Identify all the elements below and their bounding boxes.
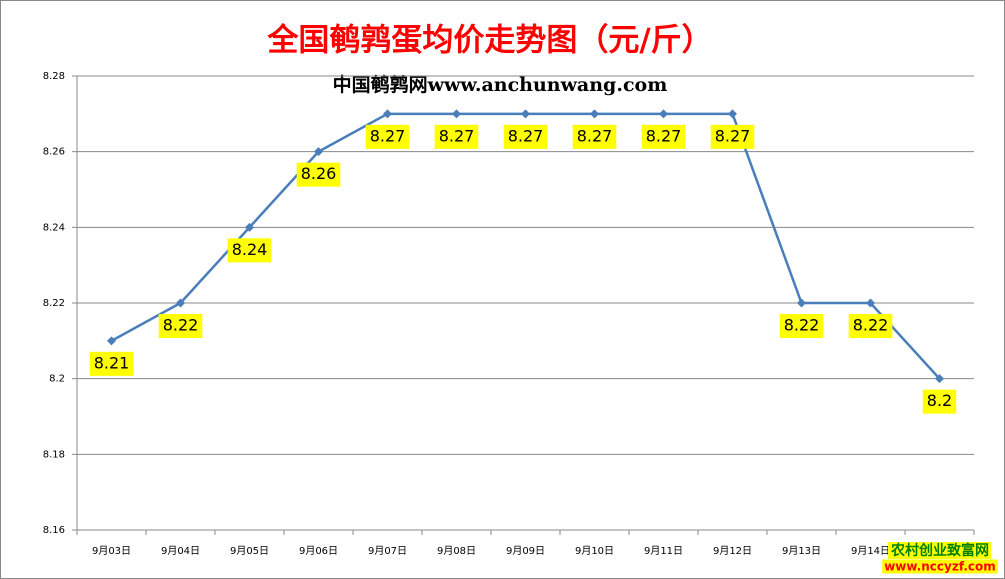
y-tick-label: 8.16 [43, 525, 65, 536]
label-box [641, 124, 686, 149]
label-box [503, 124, 548, 149]
data-label: 8.22 [163, 316, 199, 335]
y-tick-label: 8.22 [43, 298, 65, 309]
y-tick-label: 8.2 [49, 374, 65, 385]
x-tick-label: 9月08日 [437, 545, 476, 557]
data-label: 8.22 [853, 316, 889, 335]
data-label-group: 8.27 [641, 124, 686, 149]
label-box [89, 351, 134, 376]
data-label-group: 8.27 [710, 124, 755, 149]
data-point [245, 222, 254, 232]
data-label-group: 8.27 [434, 124, 479, 149]
watermark: www.nccyzf.com [884, 560, 996, 574]
data-point [866, 298, 875, 308]
data-label-group: 8.22 [779, 314, 824, 338]
data-label: 8.26 [301, 164, 337, 183]
x-tick-label: 9月14日 [851, 545, 890, 557]
chart-title: 全国鹌鹑蛋均价走势图（元/斤） [266, 23, 712, 59]
data-label: 8.27 [646, 126, 682, 145]
label-box [227, 238, 272, 263]
label-box [710, 124, 755, 149]
data-point [452, 109, 461, 119]
data-point [314, 147, 323, 157]
label-box [296, 162, 341, 187]
data-label: 8.22 [784, 316, 820, 335]
label-box [922, 389, 957, 414]
label-box [158, 314, 203, 338]
data-label-group: 8.27 [503, 124, 548, 149]
data-point [728, 109, 737, 119]
x-tick-label: 9月04日 [161, 545, 200, 557]
x-tick-label: 9月03日 [92, 545, 131, 557]
y-tick-label: 8.18 [43, 449, 65, 460]
data-label: 8.27 [577, 126, 613, 145]
x-tick-label: 9月05日 [230, 545, 269, 557]
data-label-group: 8.2 [922, 389, 957, 414]
data-label-group: 8.26 [296, 162, 341, 187]
data-label-group: 8.22 [158, 314, 203, 338]
data-point [590, 109, 599, 119]
watermark: 农村创业致富网 [890, 542, 989, 559]
x-tick-label: 9月10日 [575, 545, 614, 557]
x-tick-label: 9月11日 [644, 545, 683, 557]
x-tick-label: 9月06日 [299, 545, 338, 557]
x-tick-label: 9月13日 [782, 545, 821, 557]
y-tick-label: 8.26 [43, 147, 65, 158]
data-point [107, 336, 116, 346]
data-label-group: 8.24 [227, 238, 272, 263]
label-box [572, 124, 617, 149]
x-tick-label: 9月12日 [713, 545, 752, 557]
data-point [659, 109, 668, 119]
data-label: 8.27 [508, 126, 544, 145]
y-tick-label: 8.28 [43, 71, 65, 82]
data-point [383, 109, 392, 119]
data-point [935, 374, 944, 384]
data-label-group: 8.27 [572, 124, 617, 149]
label-box [779, 314, 824, 338]
x-tick-label: 9月07日 [368, 545, 407, 557]
data-label-group: 8.27 [365, 124, 410, 149]
chart-subtitle: 中国鹌鹑网www.anchunwang.com [333, 73, 668, 96]
data-label: 8.2 [927, 391, 952, 410]
data-label: 8.27 [439, 126, 475, 145]
x-tick-label: 9月09日 [506, 545, 545, 557]
data-point [176, 298, 185, 308]
watermark-box [888, 542, 991, 559]
data-point [797, 298, 806, 308]
watermark-box [882, 559, 998, 574]
data-label-group: 8.21 [89, 351, 134, 376]
data-label: 8.24 [232, 240, 268, 259]
label-box [848, 314, 893, 338]
y-tick-label: 8.24 [43, 222, 65, 233]
data-label: 8.21 [94, 353, 130, 372]
label-box [365, 124, 410, 149]
data-label-group: 8.22 [848, 314, 893, 338]
data-label: 8.27 [715, 126, 751, 145]
data-label: 8.27 [370, 126, 406, 145]
label-box [434, 124, 479, 149]
data-point [521, 109, 530, 119]
